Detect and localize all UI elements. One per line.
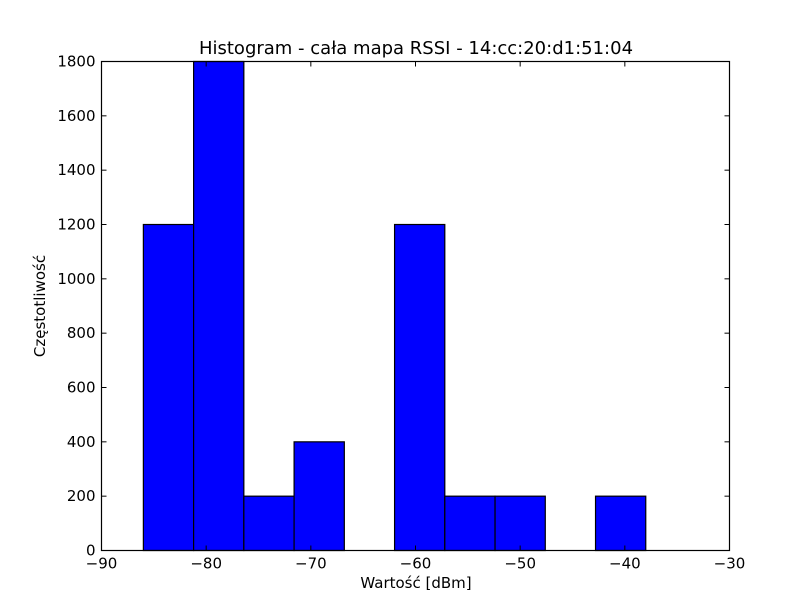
y-axis-label: Częstotliwość xyxy=(31,255,49,357)
chart-title: Histogram - cała mapa RSSI - 14:cc:20:d1… xyxy=(199,38,633,59)
x-axis-label: Wartość [dBm] xyxy=(360,574,471,592)
y-tick-label: 1000 xyxy=(57,270,95,288)
plot-frame xyxy=(100,60,731,552)
x-tick-label: −70 xyxy=(295,555,327,573)
y-tick-label: 200 xyxy=(67,487,96,505)
x-tick-label: −40 xyxy=(609,555,641,573)
x-tick-label: −50 xyxy=(504,555,536,573)
y-tick-label: 1800 xyxy=(57,53,95,71)
histogram-bar xyxy=(494,495,546,552)
y-tick-label: 1600 xyxy=(57,107,95,125)
histogram-bar xyxy=(193,60,245,552)
histogram-bars xyxy=(142,60,647,552)
histogram-bar xyxy=(393,223,446,552)
y-tick-label: 400 xyxy=(67,433,96,451)
histogram-bar xyxy=(293,441,345,552)
x-tick-label: −60 xyxy=(400,555,432,573)
y-axis: 0 200 400 600 800 1000 1200 1400 1600 1800 xyxy=(57,53,730,560)
histogram-bar xyxy=(142,223,195,552)
histogram-bar xyxy=(444,495,496,552)
y-tick-label: 1200 xyxy=(57,216,95,234)
histogram-bar xyxy=(594,495,647,552)
y-tick-label: 800 xyxy=(67,324,96,342)
y-tick-label: 600 xyxy=(67,379,96,397)
y-tick-label: 0 xyxy=(86,542,96,560)
histogram-bar xyxy=(243,495,295,552)
y-tick-label: 1400 xyxy=(57,161,95,179)
x-tick-label: −80 xyxy=(190,555,222,573)
x-tick-label: −30 xyxy=(714,555,746,573)
x-tick-label: −90 xyxy=(86,555,118,573)
